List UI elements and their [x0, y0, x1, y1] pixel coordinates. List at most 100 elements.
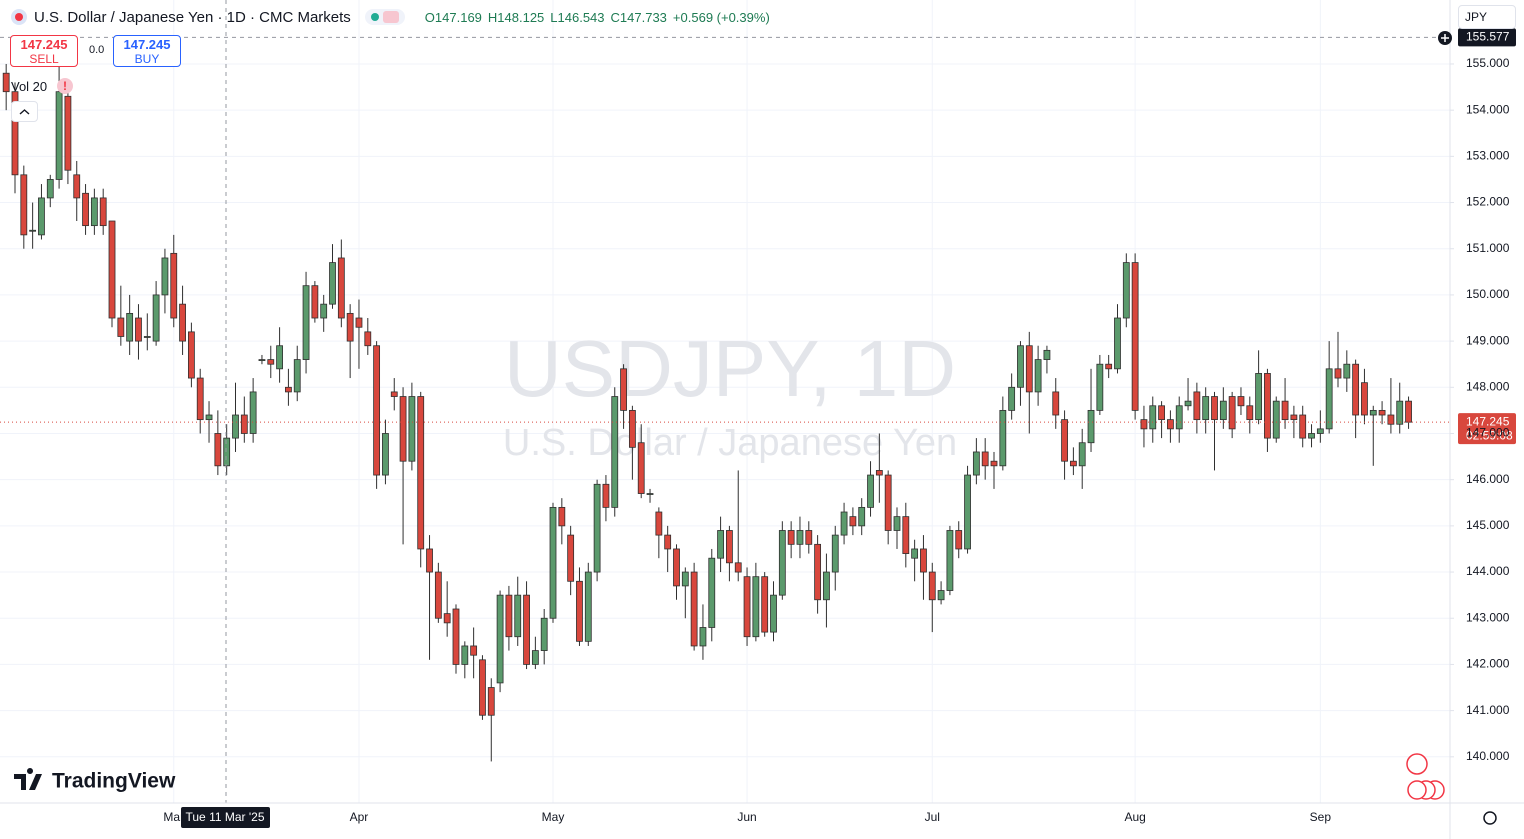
y-tick-label: 145.000 — [1466, 518, 1510, 532]
candle-body — [1096, 363, 1104, 411]
candle-body — [584, 571, 592, 642]
candle-body — [1008, 386, 1016, 411]
candle-body — [955, 530, 963, 550]
candle-body — [496, 594, 504, 684]
grid — [0, 0, 1450, 803]
candle-body — [1219, 400, 1227, 421]
y-tick-label: 149.000 — [1466, 333, 1510, 347]
candle-body — [1334, 368, 1342, 379]
buy-label: BUY — [134, 52, 160, 66]
candle-body — [461, 645, 469, 665]
chevron — [19, 109, 30, 115]
sell-button[interactable]: 147.245 SELL — [10, 35, 78, 67]
candle-body — [1352, 363, 1360, 416]
candle-body — [602, 483, 610, 508]
candle-body — [152, 294, 160, 342]
candle-body — [108, 220, 116, 319]
candle-body — [831, 534, 839, 573]
candle-body — [946, 530, 954, 591]
header: U.S. Dollar / Japanese Yen · 1D · CMC Ma… — [10, 6, 770, 28]
candle-body — [1061, 419, 1068, 462]
candle-body — [1122, 262, 1130, 319]
status-pill[interactable] — [364, 9, 405, 25]
collapse-button[interactable] — [11, 101, 38, 122]
candle-body — [373, 345, 381, 476]
candle-body — [761, 576, 769, 633]
candle-body — [1387, 414, 1395, 425]
candle-body — [593, 483, 601, 573]
candle-body — [902, 516, 910, 554]
y-tick-label: 154.000 — [1466, 102, 1510, 116]
candle-body — [117, 317, 125, 337]
y-tick-label: 155.000 — [1466, 56, 1510, 70]
candle-body — [1246, 405, 1254, 421]
crosshair-date-box — [181, 807, 270, 828]
candle-body — [20, 174, 28, 236]
candle-body — [576, 580, 583, 642]
candle-body — [567, 534, 575, 582]
candle-body — [46, 179, 54, 199]
y-tick-label: 140.000 — [1466, 749, 1510, 763]
y-tick-label: 142.000 — [1466, 657, 1510, 671]
candle-body — [1396, 400, 1404, 425]
candle-body — [487, 687, 495, 716]
x-tick-label: Apr — [350, 810, 369, 824]
flag-icon — [1407, 780, 1427, 800]
crosshair-price: 155.577 — [1466, 29, 1510, 43]
candle-body — [479, 659, 486, 716]
candle-body — [814, 543, 822, 601]
candle-body — [311, 285, 319, 319]
candle-body — [399, 396, 407, 462]
x-tick-label: Jun — [737, 810, 756, 824]
candle-body — [726, 530, 733, 564]
flag-icons — [1406, 753, 1445, 800]
candle-body — [364, 331, 372, 347]
candle-body — [911, 548, 919, 559]
volume-label: Vol 20 — [11, 79, 48, 94]
flag-icon — [1406, 753, 1428, 775]
candle-body — [708, 557, 716, 628]
candle-body — [1308, 433, 1315, 439]
candle-body — [382, 433, 389, 476]
candle-body — [1405, 400, 1412, 423]
y-tick-label: 143.000 — [1466, 610, 1510, 624]
candle-body — [1131, 262, 1139, 411]
candle-body — [302, 285, 310, 360]
candle-body — [1290, 414, 1298, 421]
candle-body — [293, 359, 301, 393]
candle-body — [1228, 396, 1236, 430]
candle-body — [214, 433, 222, 467]
candle-body — [787, 530, 795, 545]
candle-body — [470, 645, 478, 656]
tradingview-logo: TradingView — [14, 767, 176, 793]
collapse-icon — [19, 109, 30, 115]
candle-body — [734, 562, 742, 573]
candle-body — [920, 548, 927, 573]
last-price-label: 147.245 — [1466, 414, 1510, 428]
logo-text: TradingView — [52, 770, 176, 793]
y-tick-label: 147.000 — [1466, 426, 1510, 440]
currency-button[interactable]: JPY — [1458, 5, 1516, 29]
candle-body — [38, 197, 45, 236]
watermark-name: U.S. Dollar / Japanese Yen — [503, 422, 957, 464]
logo-icon — [14, 767, 42, 790]
candle-body — [249, 391, 257, 434]
candle-body — [540, 617, 548, 651]
candle-body — [1369, 409, 1377, 416]
candle-body — [11, 91, 19, 176]
countdown-label: 02:59:08 — [1466, 428, 1513, 442]
candle-body — [1087, 409, 1095, 444]
candle-body — [840, 511, 848, 536]
candle-body — [187, 331, 195, 379]
candle-body — [531, 650, 539, 665]
candle-body — [1034, 359, 1042, 393]
candle-body — [240, 414, 248, 434]
candle-body — [434, 571, 442, 619]
candle-body — [126, 312, 134, 342]
settings-icon[interactable] — [1483, 811, 1497, 825]
candle-body — [1264, 373, 1271, 439]
alert-icon[interactable]: ! — [57, 78, 73, 94]
buy-button[interactable]: 147.245 BUY — [113, 35, 181, 67]
